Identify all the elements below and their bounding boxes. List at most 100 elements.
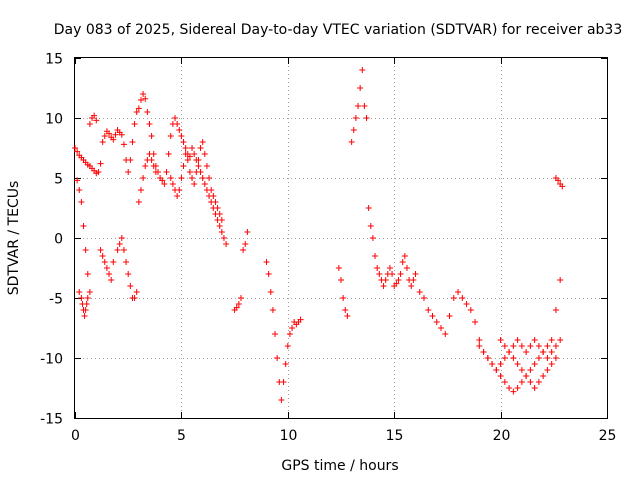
data-point [99,253,106,259]
data-point [540,349,547,355]
data-point [172,115,179,121]
data-point [195,163,202,169]
data-point [146,151,153,157]
data-point [357,85,364,91]
data-point [140,91,147,97]
data-point [203,163,210,169]
data-point [178,133,185,139]
data-point [242,241,249,247]
data-point [97,160,104,167]
y-tick-label: 5 [54,172,63,188]
y-axis-label: SDTVAR / TECUs [6,181,22,296]
y-tick-label: 10 [45,112,63,128]
x-tick-label: 15 [386,428,404,444]
data-point [506,349,513,355]
data-point [523,349,530,355]
data-point [416,289,423,295]
data-point [148,157,155,163]
data-point [369,235,376,241]
data-point [178,175,185,181]
data-point [535,379,542,385]
data-point [484,355,491,361]
data-point [195,157,202,163]
y-tick-label: -10 [40,352,63,368]
grid-lines [75,58,607,418]
data-point [110,259,117,265]
data-point [106,130,113,137]
data-point [191,181,198,187]
data-point [127,283,134,289]
data-point [552,343,559,349]
y-tick-label: -5 [49,292,63,308]
data-point [84,271,91,277]
data-point [380,283,387,289]
data-point [106,271,113,277]
data-point [501,343,508,349]
data-point [518,379,525,385]
data-point [72,145,78,151]
data-point [340,295,347,301]
data-point [240,247,247,253]
data-point [514,361,521,367]
data-point [540,373,547,379]
data-point [352,115,359,121]
data-point [216,211,223,217]
data-point [186,169,193,175]
data-point [480,349,487,355]
data-point [506,385,513,391]
data-point [372,253,379,259]
data-point [220,235,227,241]
data-point [367,223,374,229]
data-point [180,139,187,145]
data-point [429,313,436,319]
data-point [501,379,508,385]
data-point [401,253,408,259]
data-point [289,325,296,331]
data-point [174,193,181,199]
data-point [218,217,225,223]
data-point [133,289,140,295]
data-point [131,121,138,127]
data-point [184,157,191,163]
data-point [548,337,555,343]
data-point [272,331,279,337]
data-point [497,361,504,367]
data-point [531,385,538,391]
x-tick-label: 5 [177,428,186,444]
data-point [280,379,287,385]
data-point [169,181,176,187]
data-point [101,259,108,265]
data-point [361,103,368,109]
axis-ticks [75,58,608,419]
data-point [497,373,504,379]
data-point [544,355,551,361]
data-point [131,295,138,301]
data-point [125,271,132,277]
data-point [348,139,355,145]
data-point [510,343,517,349]
data-point [476,343,483,349]
data-point [527,367,534,373]
data-point [510,355,517,361]
data-point [146,121,153,127]
data-point [193,169,200,175]
data-point [81,313,88,319]
data-point [433,319,440,325]
data-point [342,307,349,313]
data-point [559,183,566,190]
y-axis-tick-labels: -15 -10 -5 0 5 10 15 [40,52,63,428]
data-point [376,271,383,277]
data-point [201,181,208,187]
data-point [286,331,293,337]
data-point [274,355,281,361]
data-point [189,145,196,151]
data-point [467,307,474,313]
data-point [133,109,140,115]
data-point [125,169,132,175]
data-point [182,145,189,151]
data-point [86,121,93,127]
data-point [93,117,100,124]
data-point [442,331,449,337]
data-point [163,169,170,175]
